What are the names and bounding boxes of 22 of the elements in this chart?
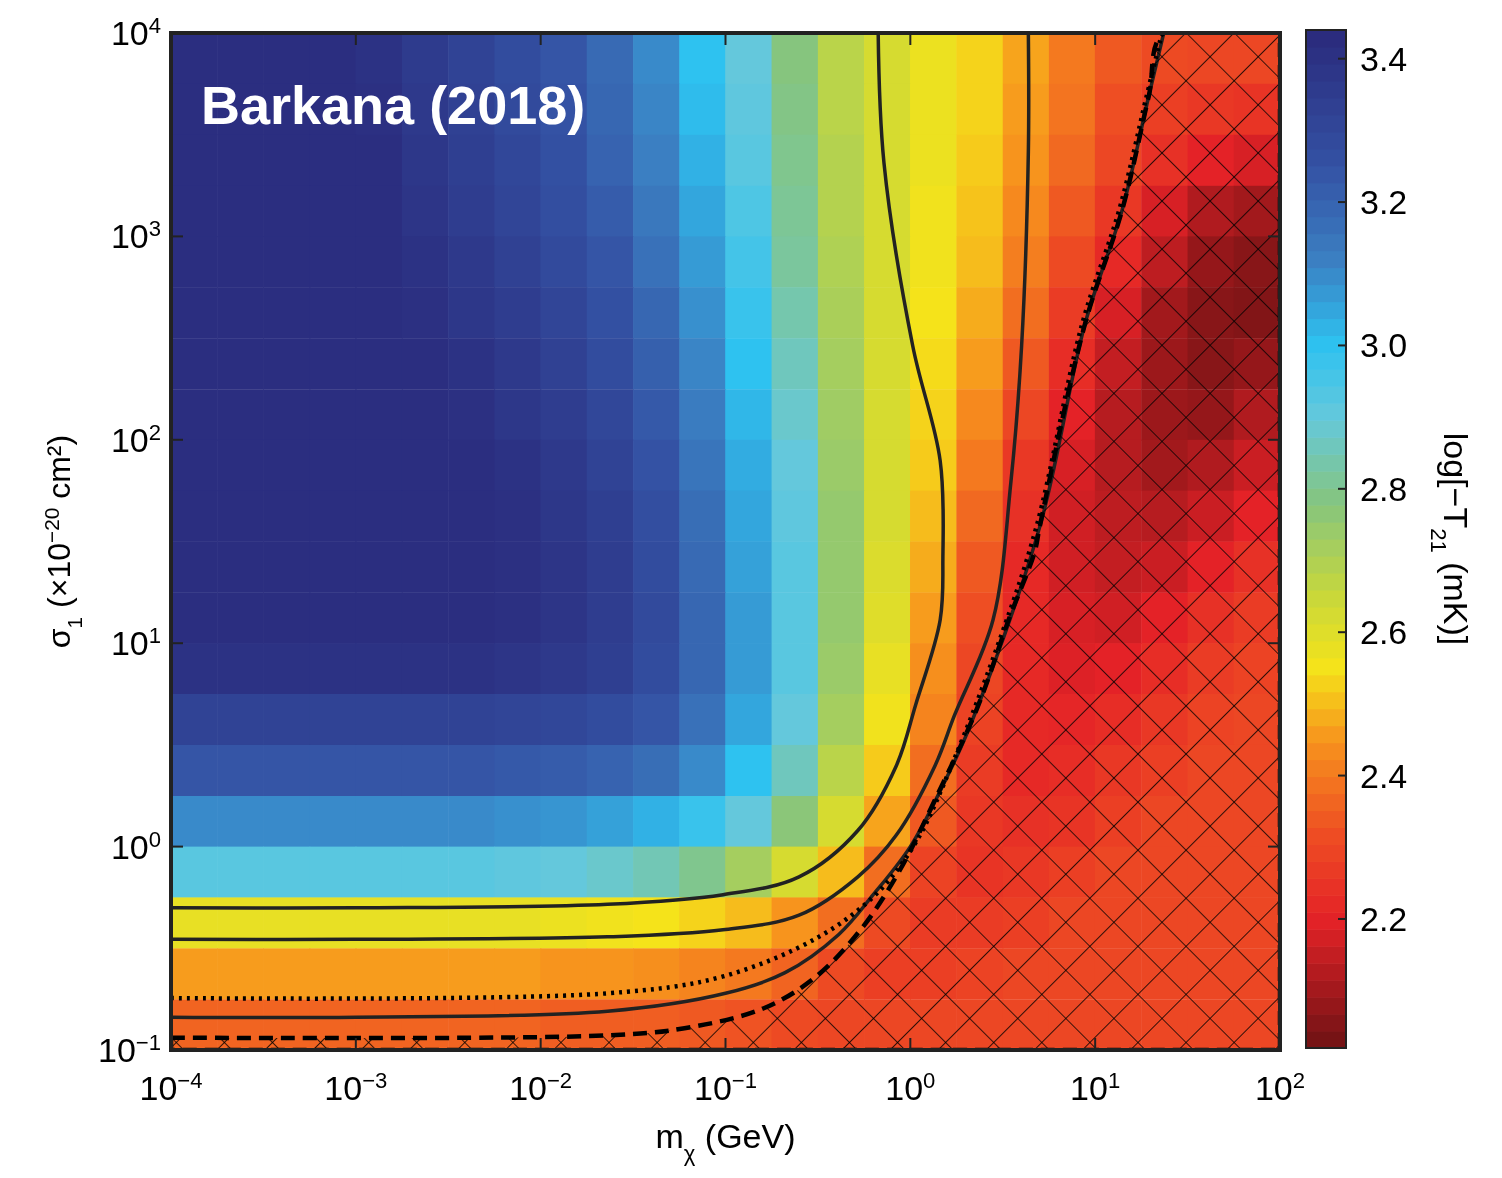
x-tick-label: 10$^{−4}$ [139, 1067, 203, 1107]
x-tick-label: 10$^{2}$ [1254, 1067, 1306, 1107]
color-bar-label: 2.2 [1360, 899, 1408, 938]
x-tick-label: 10$^{−2}$ [509, 1067, 573, 1107]
color-bar-label: 2.8 [1360, 469, 1408, 508]
y-tick-label: 10$^{2}$ [110, 419, 161, 459]
x-tick-label: 10$^{−3}$ [324, 1067, 388, 1107]
x-tick-label: 10$^{0}$ [885, 1067, 936, 1107]
y-tick-label: 10$^{4}$ [110, 12, 161, 52]
color-bar-label: 3.4 [1360, 39, 1408, 78]
color-bar-label: 2.6 [1360, 613, 1408, 652]
x-tick-label: 10$^{−1}$ [693, 1067, 758, 1107]
x-axis-title: m$_{χ}$ (GeV) [655, 1117, 796, 1166]
color-bar-label: 3.0 [1360, 326, 1408, 365]
annotation: Barkana (2018) [201, 75, 586, 135]
y-tick-label: 10$^{−1}$ [97, 1029, 161, 1069]
y-tick-label: 10$^{0}$ [110, 826, 161, 866]
color-bar-label: 2.4 [1360, 756, 1408, 795]
x-tick-label: 10$^{1}$ [1070, 1067, 1121, 1107]
y-tick-label: 10$^{3}$ [110, 215, 161, 256]
y-tick-label: 10$^{1}$ [110, 622, 161, 663]
color-bar-label: 3.2 [1360, 183, 1408, 222]
